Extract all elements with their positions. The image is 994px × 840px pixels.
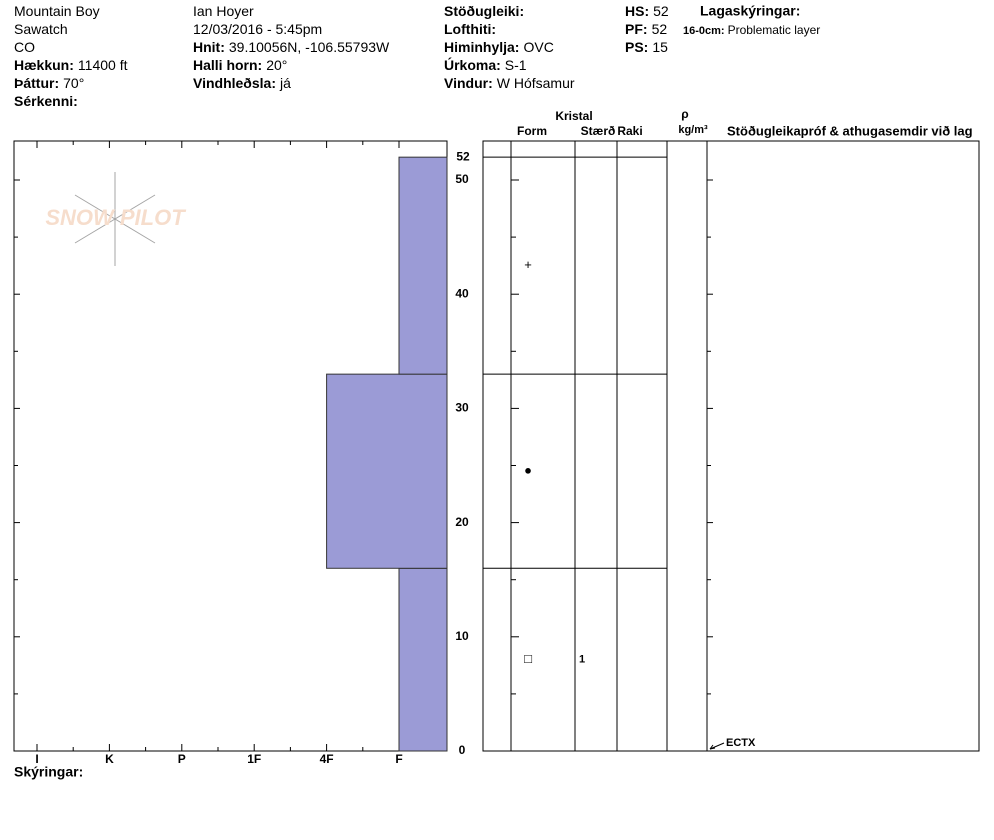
- field-label: Lofthiti:: [444, 21, 496, 37]
- field-label: PS:: [625, 39, 648, 55]
- field-value: 39.10056N, -106.55793W: [229, 39, 390, 55]
- header-field: Himinhylja: OVC: [444, 39, 554, 55]
- y-tick-label: 40: [455, 286, 469, 300]
- watermark: SNOW PILOT: [45, 172, 186, 266]
- crystal-table-frame: [482, 140, 980, 752]
- arrow-head: [709, 744, 716, 750]
- field-value: já: [279, 75, 291, 91]
- field-value: 20°: [266, 57, 287, 73]
- header-field: Lofthiti:: [444, 21, 496, 37]
- header-field: Vindur: W Hófsamur: [444, 75, 575, 91]
- header-size: Stærð: [581, 124, 616, 138]
- y-tick-label: 10: [455, 629, 469, 643]
- field-label: Sérkenni:: [14, 93, 78, 109]
- field-value: CO: [14, 39, 35, 55]
- field-label: Halli horn:: [193, 57, 262, 73]
- hardness-bar: [398, 156, 448, 375]
- footer-label: Skýringar:: [14, 764, 83, 780]
- y-tick-label: 50: [455, 172, 469, 186]
- field-value: Sawatch: [14, 21, 68, 37]
- field-value: W Hófsamur: [497, 75, 575, 91]
- header-field: Vindhleðsla: já: [193, 75, 291, 91]
- field-value: 12/03/2016 - 5:45pm: [193, 21, 322, 37]
- header-field: PS: 15: [625, 39, 668, 55]
- x-tick-label: I: [35, 752, 38, 766]
- y-tick-label: 20: [455, 515, 469, 529]
- field-label: Úrkoma:: [444, 56, 501, 73]
- header-field: Sérkenni:: [14, 93, 78, 109]
- note-label: 16-0cm:: [683, 25, 725, 37]
- field-label: Þáttur:: [14, 75, 59, 91]
- field-value: Ian Hoyer: [193, 3, 254, 19]
- header-field: Ian Hoyer: [193, 3, 254, 19]
- table-column-lines: [510, 141, 708, 751]
- field-label: PF:: [625, 21, 648, 37]
- note-text: Problematic layer: [728, 23, 821, 37]
- field-value: S-1: [505, 57, 527, 73]
- header-field: HS: 52: [625, 3, 669, 19]
- field-value: Mountain Boy: [14, 3, 100, 19]
- field-value: 11400 ft: [78, 57, 128, 73]
- header-field: Sawatch: [14, 21, 68, 37]
- grain-form: ●: [524, 463, 532, 478]
- field-label: Himinhylja:: [444, 39, 519, 55]
- header-field: Mountain Boy: [14, 3, 100, 19]
- x-tick-label: K: [105, 752, 114, 766]
- x-tick-label: 4F: [320, 752, 334, 766]
- y-tick-label: 0: [459, 743, 466, 757]
- header-field: 12/03/2016 - 5:45pm: [193, 21, 322, 37]
- x-tick-label: P: [178, 752, 186, 766]
- grain-form: +: [524, 257, 532, 272]
- field-value: 15: [652, 39, 668, 55]
- test-arrow: [709, 742, 725, 750]
- header-crystal: Kristal: [555, 109, 592, 123]
- header-field: Halli horn: 20°: [193, 57, 287, 73]
- hardness-bar: [398, 567, 448, 752]
- header-field: Stöðugleiki:: [444, 3, 524, 19]
- header-comments: Stöðugleikapróf & athugasemdir við lag: [727, 123, 973, 138]
- header-moisture: Raki: [617, 124, 642, 138]
- x-tick-label: 1F: [247, 752, 261, 766]
- hardness-bar: [326, 373, 448, 569]
- header-field: Þáttur: 70°: [14, 75, 84, 91]
- header-field: CO: [14, 39, 35, 55]
- legend-note: 16-0cm: Problematic layer: [683, 23, 820, 37]
- field-label: HS:: [625, 3, 649, 19]
- y-tick-label: 52: [456, 149, 470, 163]
- field-value: OVC: [523, 39, 553, 55]
- field-label: Vindhleðsla:: [193, 75, 276, 91]
- header-field: Hnit: 39.10056N, -106.55793W: [193, 39, 390, 55]
- snowflake-icon: [74, 172, 156, 266]
- header-rho: ρ: [681, 107, 688, 121]
- header-field: Hækkun: 11400 ft: [14, 57, 128, 73]
- test-label: ECTX: [726, 737, 756, 749]
- field-value: 70°: [63, 75, 84, 91]
- field-value: 52: [652, 21, 668, 37]
- header-field: Úrkoma: S-1: [444, 56, 527, 73]
- header-field: PF: 52: [625, 21, 667, 37]
- grain-size: 1: [579, 654, 585, 666]
- x-tick-label: F: [395, 752, 402, 766]
- field-label: Hækkun:: [14, 57, 74, 73]
- header-form: Form: [517, 124, 547, 138]
- field-value: 52: [653, 3, 669, 19]
- header-density-unit: kg/m³: [678, 124, 708, 136]
- field-label: Hnit:: [193, 39, 225, 55]
- y-tick-label: 30: [455, 401, 469, 415]
- watermark-text: SNOW PILOT: [45, 205, 186, 230]
- legend-title: Lagaskýringar:: [700, 3, 800, 19]
- field-label: Stöðugleiki:: [444, 3, 524, 19]
- grain-form: □: [524, 651, 532, 666]
- field-label: Vindur:: [444, 75, 493, 91]
